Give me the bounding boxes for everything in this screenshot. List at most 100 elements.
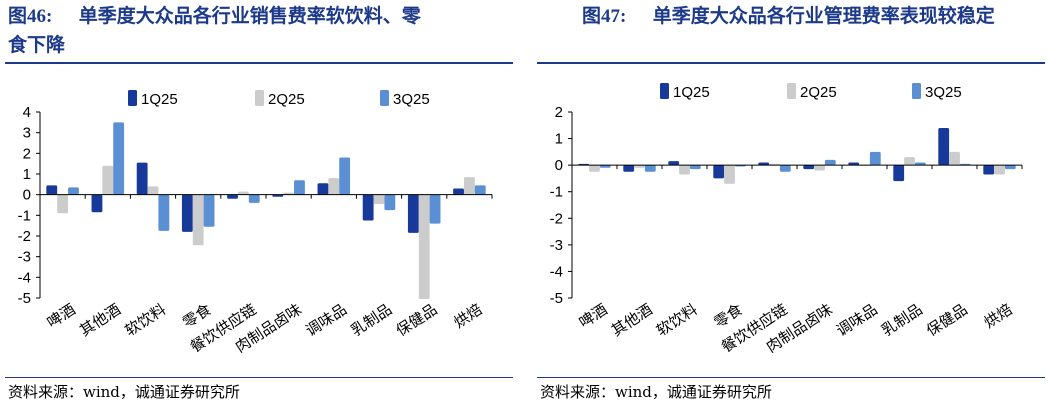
left-y-tick-label: -4 [18, 269, 31, 286]
left-category-label: 烘焙 [451, 300, 486, 331]
left-bar-2q25 [237, 191, 249, 195]
left-bar-2q25 [283, 192, 295, 195]
right-bar-1q25 [623, 165, 635, 172]
right-y-tick-label: -3 [550, 237, 563, 254]
right-legend-label-2q25: 2Q25 [800, 84, 837, 101]
right-bar-1q25 [803, 165, 815, 170]
right-source-rule [537, 377, 1045, 378]
left-bar-2q25 [373, 194, 385, 204]
left-legend-swatch-1q25 [128, 90, 137, 106]
right-bar-3q25 [689, 165, 701, 170]
left-bar-2q25 [463, 177, 475, 195]
left-title-rule [5, 62, 513, 64]
left-bar-1q25 [362, 194, 374, 221]
left-legend-label-1q25: 1Q25 [141, 91, 178, 108]
left-category-label: 调味品 [302, 300, 350, 340]
left-category-label: 软饮料 [122, 300, 170, 340]
right-title-line1: 单季度大众品各行业管理费率表现较稳定 [652, 5, 995, 27]
left-bar-2q25 [57, 194, 69, 214]
right-bar-2q25 [814, 165, 825, 171]
left-legend-swatch-3q25 [380, 90, 389, 106]
left-category-label: 其他酒 [76, 300, 124, 340]
right-source-note: 资料来源：wind，诚通证券研究所 [540, 383, 772, 401]
left-bar-2q25 [102, 165, 114, 195]
right-bar-3q25 [599, 165, 611, 168]
left-bar-1q25 [272, 194, 284, 197]
left-y-tick-label: -3 [18, 249, 31, 266]
right-legend-label-1q25: 1Q25 [673, 84, 710, 101]
right-y-tick-label: 0 [555, 157, 563, 174]
right-category-label: 保健品 [923, 300, 971, 340]
right-bar-2q25 [949, 151, 960, 166]
left-bar-3q25 [294, 180, 305, 195]
left-source-note: 资料来源：wind，诚通证券研究所 [8, 383, 240, 401]
left-category-label: 啤酒 [44, 300, 79, 331]
right-y-tick-label: 1 [555, 131, 563, 148]
left-bar-1q25 [317, 183, 329, 195]
right-bar-3q25 [824, 159, 836, 166]
left-bar-1q25 [181, 194, 193, 232]
right-category-label: 烘焙 [981, 300, 1016, 331]
right-y-tick-label: -1 [550, 184, 563, 201]
right-bar-3q25 [1004, 165, 1016, 170]
left-source-rule [5, 377, 513, 378]
left-y-tick-label: 1 [23, 166, 31, 183]
right-y-tick-label: -2 [550, 210, 563, 227]
left-bar-3q25 [248, 194, 260, 203]
left-bar-3q25 [203, 194, 215, 227]
left-y-tick-label: -2 [18, 228, 31, 245]
left-y-tick-label: 4 [23, 104, 31, 121]
left-y-tick-label: 0 [23, 187, 31, 204]
right-title-rule [537, 62, 1045, 64]
left-legend-swatch-2q25 [255, 90, 264, 106]
left-bar-2q25 [328, 178, 340, 195]
right-bar-2q25 [679, 165, 690, 175]
right-y-tick-label: -4 [550, 263, 563, 280]
left-category-label: 乳制品 [348, 300, 396, 340]
left-category-label: 保健品 [393, 300, 441, 340]
right-bar-2q25 [634, 165, 645, 168]
right-category-label: 软饮料 [653, 300, 701, 340]
right-bar-1q25 [848, 162, 860, 166]
right-legend-swatch-3q25 [912, 83, 921, 99]
left-y-tick-label: 2 [23, 145, 31, 162]
left-title-line1: 单季度大众品各行业销售费率软饮料、零 [78, 5, 421, 27]
right-chart-title: 图47: 单季度大众品各行业管理费率表现较稳定 [582, 2, 1047, 31]
right-bar-2q25 [994, 165, 1005, 175]
left-bar-1q25 [46, 185, 58, 195]
right-bar-1q25 [668, 161, 680, 166]
right-bar-1q25 [938, 127, 950, 166]
right-category-label: 啤酒 [576, 300, 611, 331]
right-bar-3q25 [869, 151, 881, 166]
right-bar-2q25 [904, 157, 915, 166]
right-y-tick-label: -5 [550, 290, 563, 307]
left-bar-1q25 [407, 194, 419, 233]
right-bar-1q25 [983, 165, 995, 175]
left-legend-label-3q25: 3Q25 [393, 91, 430, 108]
left-bar-3q25 [339, 157, 351, 195]
left-bar-3q25 [474, 185, 486, 195]
left-title-line2: 食下降 [8, 34, 66, 56]
left-bar-1q25 [136, 162, 148, 195]
left-y-tick-label: 3 [23, 125, 31, 142]
right-category-label: 其他酒 [608, 300, 656, 340]
left-bar-3q25 [113, 122, 125, 195]
right-category-label: 乳制品 [878, 300, 926, 340]
left-bar-1q25 [227, 194, 238, 199]
left-bar-3q25 [68, 187, 79, 195]
right-bar-3q25 [914, 162, 926, 166]
left-bar-2q25 [192, 194, 204, 246]
left-bar-3q25 [429, 194, 441, 224]
right-bar-3q25 [779, 165, 791, 172]
left-chart-title: 图46: 单季度大众品各行业销售费率软饮料、零 食下降 [8, 2, 513, 59]
right-legend-label-3q25: 3Q25 [925, 84, 962, 101]
right-y-tick-label: 2 [555, 104, 563, 121]
left-legend-label-2q25: 2Q25 [268, 91, 305, 108]
left-bar-1q25 [91, 194, 103, 213]
left-y-tick-label: -1 [18, 207, 31, 224]
left-y-tick-label: -5 [18, 290, 31, 307]
left-bar-3q25 [384, 194, 396, 211]
right-title-prefix: 图47: [582, 6, 627, 27]
right-bar-1q25 [893, 165, 905, 182]
left-title-prefix: 图46: [8, 6, 53, 27]
